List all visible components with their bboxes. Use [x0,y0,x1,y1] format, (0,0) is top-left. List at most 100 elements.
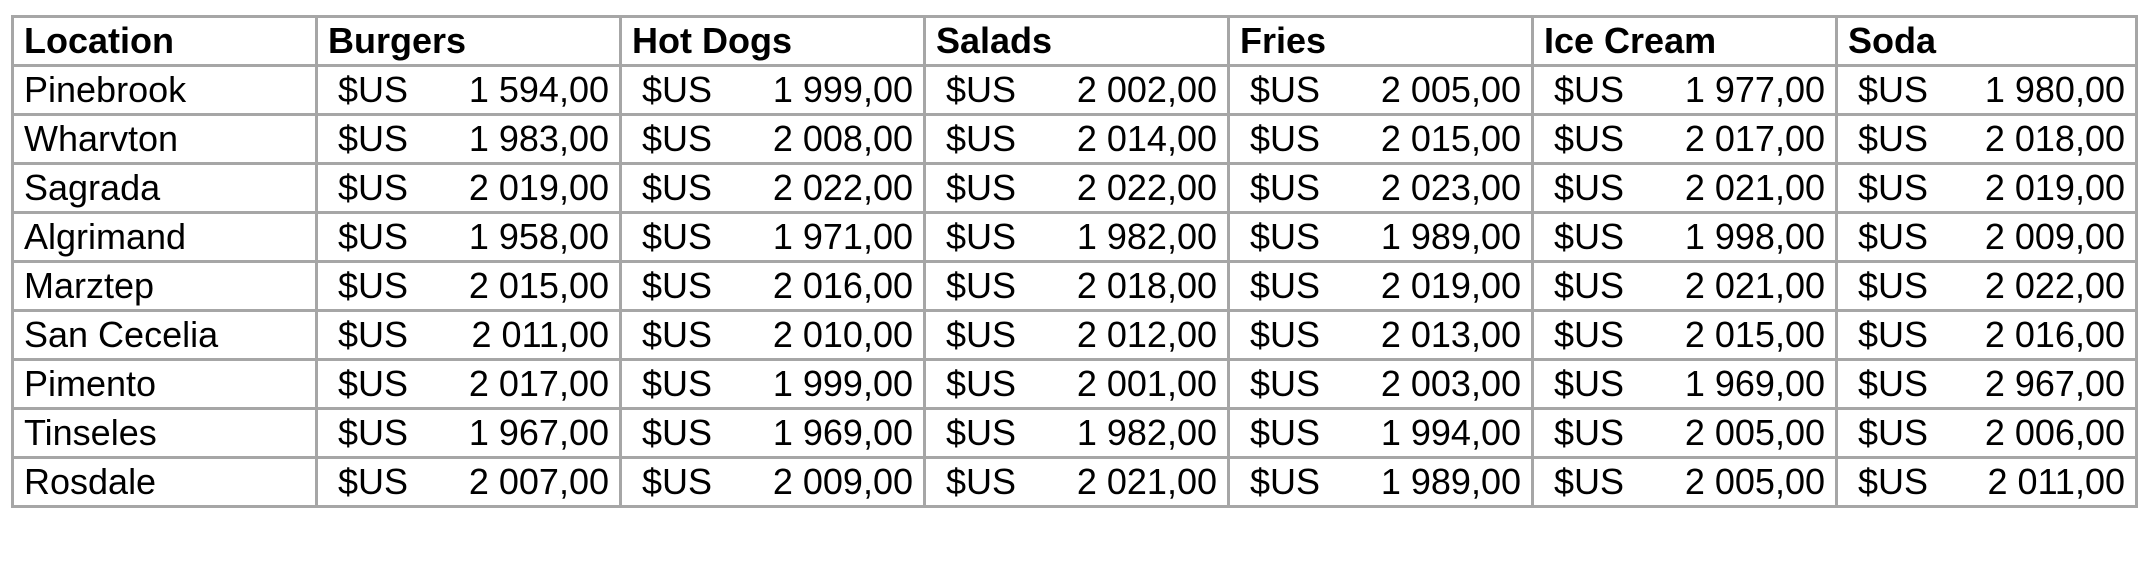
price-cell: $US 2 019,00 [1835,162,2138,214]
currency-symbol: $US [338,167,409,208]
price-value: $US 1 999,00 [642,363,913,405]
location-cell: Tinseles [11,407,318,459]
table-row: Sagrada $US 2 019,00 $US 2 022,00 $US 2 022,00… [11,162,2138,214]
amount: 1 958,00 [468,216,609,257]
currency-symbol: $US [946,216,1017,257]
amount: 2 005,00 [1684,461,1825,502]
sales-table: Location Burgers Hot Dogs Salads Fries Ice Cr… [11,15,2138,508]
column-header: Fries [1227,15,1534,67]
amount: 2 009,00 [1984,216,2125,257]
table-row: Marztep $US 2 015,00 $US 2 016,00 $US 2 018,00… [11,260,2138,312]
currency-symbol: $US [1250,461,1321,502]
amount: 2 001,00 [1076,363,1217,404]
amount: 2 022,00 [1984,265,2125,306]
price-value: $US 2 015,00 [1554,314,1825,356]
currency-symbol: $US [1554,216,1625,257]
amount: 2 021,00 [1684,167,1825,208]
column-header: Soda [1835,15,2138,67]
price-value: $US 2 022,00 [946,167,1217,209]
price-cell: $US 1 989,00 [1227,456,1534,508]
column-header: Burgers [315,15,622,67]
amount: 2 019,00 [1380,265,1521,306]
price-cell: $US 2 015,00 [1531,309,1838,361]
currency-symbol: $US [642,461,713,502]
price-cell: $US 1 999,00 [619,358,926,410]
price-cell: $US 1 983,00 [315,113,622,165]
price-value: $US 2 010,00 [642,314,913,356]
amount: 2 022,00 [772,167,913,208]
currency-symbol: $US [1554,118,1625,159]
amount: 2 015,00 [468,265,609,306]
currency-symbol: $US [642,314,713,355]
table-row: Algrimand $US 1 958,00 $US 1 971,00 $US 1 982,… [11,211,2138,263]
amount: 2 018,00 [1076,265,1217,306]
price-value: $US 1 971,00 [642,216,913,258]
amount: 1 989,00 [1380,216,1521,257]
price-value: $US 2 017,00 [338,363,609,405]
column-header: Location [11,15,318,67]
price-cell: $US 2 967,00 [1835,358,2138,410]
currency-symbol: $US [642,412,713,453]
currency-symbol: $US [642,363,713,404]
currency-symbol: $US [338,363,409,404]
price-value: $US 2 017,00 [1554,118,1825,160]
currency-symbol: $US [1858,69,1929,110]
amount: 2 008,00 [772,118,913,159]
location-cell: Pimento [11,358,318,410]
price-cell: $US 2 015,00 [1227,113,1534,165]
amount: 2 023,00 [1380,167,1521,208]
price-value: $US 2 014,00 [946,118,1217,160]
price-value: $US 1 989,00 [1250,461,1521,503]
price-cell: $US 2 023,00 [1227,162,1534,214]
table-row: Tinseles $US 1 967,00 $US 1 969,00 $US 1 982,0… [11,407,2138,459]
currency-symbol: $US [1250,314,1321,355]
amount: 1 982,00 [1076,216,1217,257]
amount: 2 018,00 [1984,118,2125,159]
currency-symbol: $US [1554,69,1625,110]
currency-symbol: $US [1554,412,1625,453]
amount: 1 980,00 [1984,69,2125,110]
currency-symbol: $US [1250,412,1321,453]
price-value: $US 2 009,00 [642,461,913,503]
amount: 1 983,00 [468,118,609,159]
price-value: $US 2 012,00 [946,314,1217,356]
price-value: $US 1 998,00 [1554,216,1825,258]
location-cell: Wharvton [11,113,318,165]
currency-symbol: $US [1250,118,1321,159]
price-cell: $US 1 967,00 [315,407,622,459]
price-cell: $US 2 006,00 [1835,407,2138,459]
amount: 2 021,00 [1684,265,1825,306]
price-cell: $US 2 003,00 [1227,358,1534,410]
currency-symbol: $US [1858,461,1929,502]
price-cell: $US 1 971,00 [619,211,926,263]
amount: 1 999,00 [772,69,913,110]
amount: 1 971,00 [772,216,913,257]
amount: 2 019,00 [468,167,609,208]
currency-symbol: $US [946,118,1017,159]
amount: 2 009,00 [772,461,913,502]
table-row: Wharvton $US 1 983,00 $US 2 008,00 $US 2 014,0… [11,113,2138,165]
price-value: $US 2 016,00 [1858,314,2125,356]
price-cell: $US 1 969,00 [1531,358,1838,410]
price-value: $US 1 983,00 [338,118,609,160]
price-value: $US 2 005,00 [1554,461,1825,503]
price-cell: $US 2 019,00 [1227,260,1534,312]
currency-symbol: $US [1858,216,1929,257]
price-cell: $US 2 002,00 [923,64,1230,116]
price-value: $US 2 021,00 [1554,265,1825,307]
location-cell: Rosdale [11,456,318,508]
amount: 2 016,00 [772,265,913,306]
currency-symbol: $US [338,69,409,110]
price-cell: $US 2 018,00 [923,260,1230,312]
price-cell: $US 2 017,00 [1531,113,1838,165]
amount: 2 011,00 [471,314,609,355]
price-cell: $US 1 969,00 [619,407,926,459]
location-cell: Pinebrook [11,64,318,116]
price-cell: $US 1 980,00 [1835,64,2138,116]
currency-symbol: $US [642,118,713,159]
price-cell: $US 1 989,00 [1227,211,1534,263]
currency-symbol: $US [1858,314,1929,355]
price-value: $US 1 594,00 [338,69,609,111]
price-value: $US 2 011,00 [338,314,609,356]
table-body: Pinebrook $US 1 594,00 $US 1 999,00 $US 2 002,… [11,64,2138,508]
